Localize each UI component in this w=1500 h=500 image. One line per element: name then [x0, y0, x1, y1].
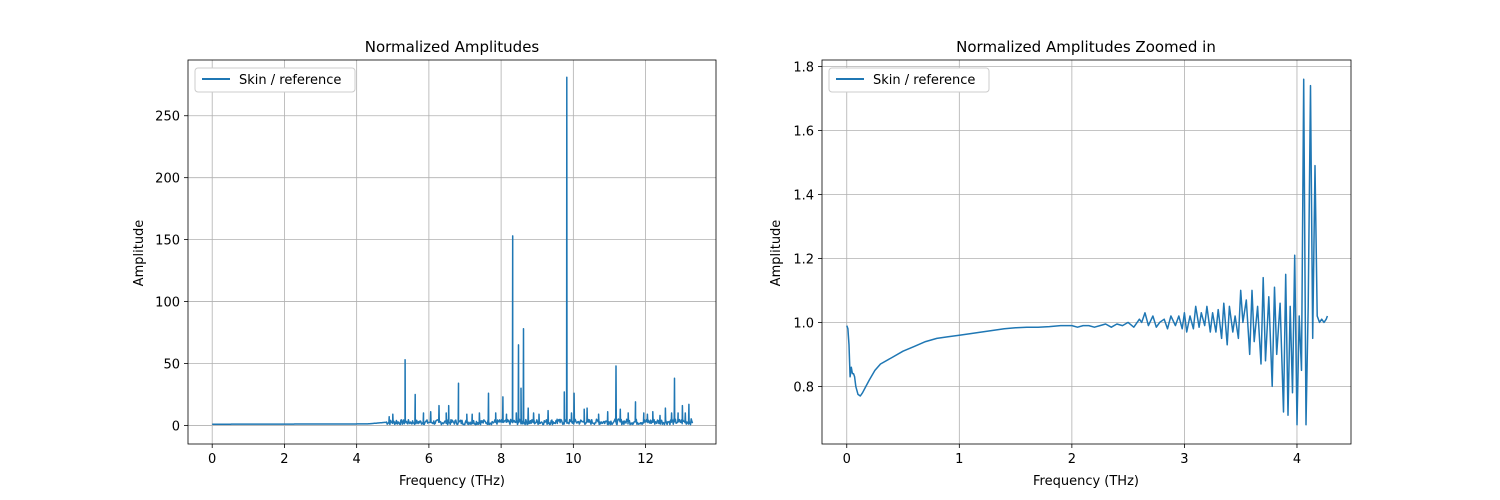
x-tick-label: 6 [425, 452, 433, 467]
y-axis-label: Amplitude [769, 220, 784, 287]
x-tick-label: 1 [955, 452, 963, 467]
x-tick-label: 0 [208, 452, 216, 467]
legend-box [828, 67, 990, 93]
y-tick-label: 0.8 [793, 380, 814, 395]
x-tick-label: 2 [280, 452, 288, 467]
y-tick-label: 50 [163, 357, 180, 372]
plot-frame [821, 59, 1352, 445]
series-line [212, 76, 694, 426]
legend-label: Skin / reference [239, 73, 341, 88]
chart-panel-zoomed: Normalized Amplitudes Zoomed in 0 1 2 3 4 0.8… [769, 38, 1352, 489]
chart-title: Normalized Amplitudes Zoomed in [956, 38, 1216, 56]
y-tick-label: 1.2 [793, 252, 814, 267]
x-axis-label: Frequency (THz) [1033, 474, 1139, 489]
legend: Skin / reference [828, 67, 990, 93]
y-tick-label: 1.6 [793, 124, 814, 139]
y-tick-label: 1.0 [793, 316, 814, 331]
y-tick-label: 150 [155, 234, 180, 249]
x-tick-label: 10 [565, 452, 582, 467]
chart-panel-normalized-amplitudes: Normalized Amplitudes 0 2 4 6 8 10 12 0 50 100 150… [132, 38, 717, 489]
x-axis-label: Frequency (THz) [399, 474, 505, 489]
x-tick-label: 4 [353, 452, 361, 467]
y-tick-label: 0 [172, 419, 180, 434]
plot-frame [187, 59, 717, 445]
y-tick-label: 200 [155, 172, 180, 187]
chart-title: Normalized Amplitudes [365, 38, 540, 56]
y-tick-label: 100 [155, 296, 180, 311]
legend: Skin / reference [194, 67, 356, 93]
legend-box [194, 67, 356, 93]
x-tick-label: 12 [637, 452, 654, 467]
y-tick-label: 1.8 [793, 60, 814, 75]
y-axis-label: Amplitude [132, 220, 147, 287]
x-tick-label: 0 [843, 452, 851, 467]
y-tick-label: 1.4 [793, 188, 814, 203]
x-tick-label: 4 [1293, 452, 1301, 467]
series-line [846, 78, 1329, 426]
x-tick-label: 2 [1068, 452, 1076, 467]
x-tick-label: 8 [497, 452, 505, 467]
x-tick-label: 3 [1180, 452, 1188, 467]
y-tick-label: 250 [155, 110, 180, 125]
legend-label: Skin / reference [873, 73, 975, 88]
